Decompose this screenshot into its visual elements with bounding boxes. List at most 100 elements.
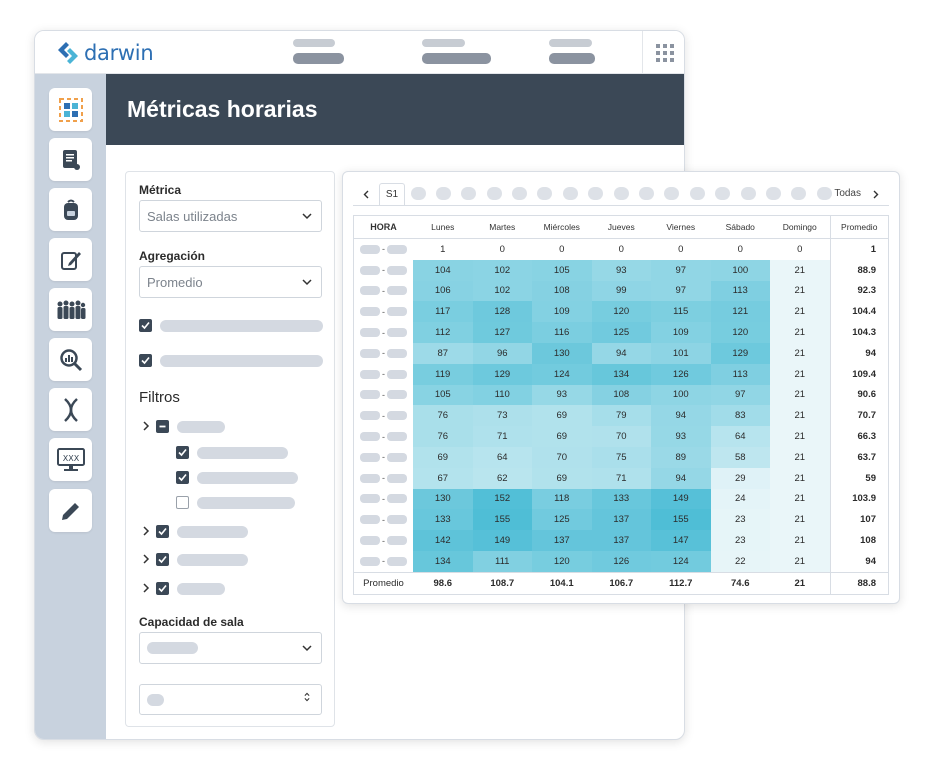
heatmap-cell[interactable]: 0	[499, 243, 505, 255]
nav-item-1-placeholder[interactable]	[293, 39, 335, 47]
heatmap-cell[interactable]: 137	[532, 530, 592, 551]
heatmap-cell[interactable]: 142	[413, 530, 473, 551]
heatmap-cell[interactable]: 62	[472, 467, 532, 489]
heatmap-cell[interactable]: 93	[591, 259, 651, 281]
week-tab-5[interactable]	[487, 187, 502, 200]
heatmap-cell[interactable]: 21	[770, 509, 830, 531]
heatmap-cell[interactable]: 125	[532, 509, 592, 531]
sidebar-item-dashboard[interactable]	[49, 88, 92, 131]
heatmap-cell[interactable]: 108	[591, 384, 651, 406]
heatmap-cell[interactable]: 69	[532, 426, 592, 447]
sidebar-item-search-chart[interactable]	[49, 338, 92, 381]
option-checkbox-1[interactable]	[139, 319, 152, 332]
aggregation-select[interactable]: Promedio	[139, 266, 322, 298]
week-tab-selected[interactable]: S1	[379, 183, 405, 206]
heatmap-cell[interactable]: 69	[413, 446, 473, 468]
column-header[interactable]: Promedio	[829, 216, 889, 238]
heatmap-cell[interactable]: 100	[710, 259, 770, 281]
sidebar-item-monitor[interactable]: XXX	[49, 438, 92, 481]
heatmap-cell[interactable]: 104	[413, 259, 473, 281]
heatmap-cell[interactable]: 76	[413, 426, 473, 447]
heatmap-cell[interactable]: 21	[770, 280, 830, 302]
heatmap-cell[interactable]: 125	[591, 322, 651, 343]
heatmap-cell[interactable]: 113	[710, 280, 770, 302]
sidebar-item-backpack[interactable]	[49, 188, 92, 231]
heatmap-cell[interactable]: 0	[797, 243, 803, 255]
heatmap-cell[interactable]: 21	[770, 446, 830, 468]
column-header[interactable]: Jueves	[607, 222, 635, 232]
column-header[interactable]: Sábado	[725, 222, 755, 232]
week-tab-7[interactable]	[537, 187, 552, 200]
heatmap-cell[interactable]: 119	[413, 363, 473, 385]
heatmap-cell[interactable]: 21	[770, 322, 830, 343]
heatmap-cell[interactable]: 115	[651, 301, 711, 323]
heatmap-cell[interactable]: 106	[413, 280, 473, 302]
nav-item-2-placeholder-bar[interactable]	[422, 53, 491, 64]
heatmap-cell[interactable]: 24	[710, 488, 770, 510]
heatmap-cell[interactable]: 101	[651, 342, 711, 364]
heatmap-cell[interactable]: 109	[532, 301, 592, 323]
heatmap-cell[interactable]: 111	[472, 550, 532, 572]
heatmap-cell[interactable]: 94	[651, 467, 711, 489]
week-tab-10[interactable]	[614, 187, 629, 200]
column-header[interactable]: Lunes	[431, 222, 455, 232]
heatmap-cell[interactable]: 127	[472, 322, 532, 343]
heatmap-cell[interactable]: 67	[413, 467, 473, 489]
heatmap-cell[interactable]: 70	[532, 446, 592, 468]
heatmap-cell[interactable]: 21	[770, 363, 830, 385]
week-tab-15[interactable]	[741, 187, 756, 200]
chevron-right-icon[interactable]	[142, 421, 150, 431]
chevron-right-icon[interactable]	[873, 190, 879, 199]
chevron-left-icon[interactable]	[363, 190, 369, 199]
heatmap-cell[interactable]: 87	[413, 342, 473, 364]
week-tab-14[interactable]	[715, 187, 730, 200]
heatmap-cell[interactable]: 76	[413, 405, 473, 427]
capacity-range-select[interactable]	[139, 684, 322, 715]
heatmap-cell[interactable]: 97	[651, 280, 711, 302]
heatmap-cell[interactable]: 79	[591, 405, 651, 427]
heatmap-cell[interactable]: 70	[591, 426, 651, 447]
heatmap-cell[interactable]: 21	[770, 259, 830, 281]
column-header[interactable]: Domingo	[782, 222, 817, 232]
heatmap-cell[interactable]: 22	[710, 550, 770, 572]
heatmap-cell[interactable]: 21	[770, 550, 830, 572]
heatmap-cell[interactable]: 105	[413, 384, 473, 406]
heatmap-cell[interactable]: 97	[651, 259, 711, 281]
heatmap-cell[interactable]: 152	[472, 488, 532, 510]
heatmap-cell[interactable]: 71	[472, 426, 532, 447]
heatmap-cell[interactable]: 21	[770, 488, 830, 510]
week-tab-4[interactable]	[461, 187, 476, 200]
filter-subitem-checkbox-3[interactable]	[176, 496, 189, 509]
chevron-right-icon[interactable]	[142, 526, 150, 536]
heatmap-cell[interactable]: 105	[532, 259, 592, 281]
week-tab-13[interactable]	[690, 187, 705, 200]
heatmap-cell[interactable]: 117	[413, 301, 473, 323]
heatmap-cell[interactable]: 97	[710, 384, 770, 406]
heatmap-cell[interactable]: 75	[591, 446, 651, 468]
column-header[interactable]: Miércoles	[543, 222, 580, 232]
heatmap-cell[interactable]: 102	[472, 259, 532, 281]
chevron-right-icon[interactable]	[142, 554, 150, 564]
week-tab-6[interactable]	[512, 187, 527, 200]
heatmap-cell[interactable]: 93	[651, 426, 711, 447]
heatmap-cell[interactable]: 120	[591, 301, 651, 323]
sidebar-item-edit-note[interactable]	[49, 238, 92, 281]
heatmap-cell[interactable]: 21	[770, 530, 830, 551]
heatmap-cell[interactable]: 21	[770, 301, 830, 323]
heatmap-cell[interactable]: 21	[770, 467, 830, 489]
filter-subitem-checkbox-2[interactable]	[176, 471, 189, 484]
heatmap-cell[interactable]: 124	[532, 363, 592, 385]
heatmap-cell[interactable]: 29	[710, 467, 770, 489]
heatmap-cell[interactable]: 69	[532, 467, 592, 489]
week-tab-3[interactable]	[436, 187, 451, 200]
heatmap-cell[interactable]: 110	[472, 384, 532, 406]
heatmap-cell[interactable]: 94	[651, 405, 711, 427]
heatmap-cell[interactable]: 155	[472, 509, 532, 531]
sidebar-item-pencil[interactable]	[49, 489, 92, 532]
week-all-link[interactable]: Todas	[834, 188, 861, 199]
heatmap-cell[interactable]: 129	[710, 342, 770, 364]
heatmap-cell[interactable]: 21	[770, 405, 830, 427]
heatmap-cell[interactable]: 137	[591, 509, 651, 531]
heatmap-cell[interactable]: 133	[591, 488, 651, 510]
heatmap-cell[interactable]: 108	[532, 280, 592, 302]
